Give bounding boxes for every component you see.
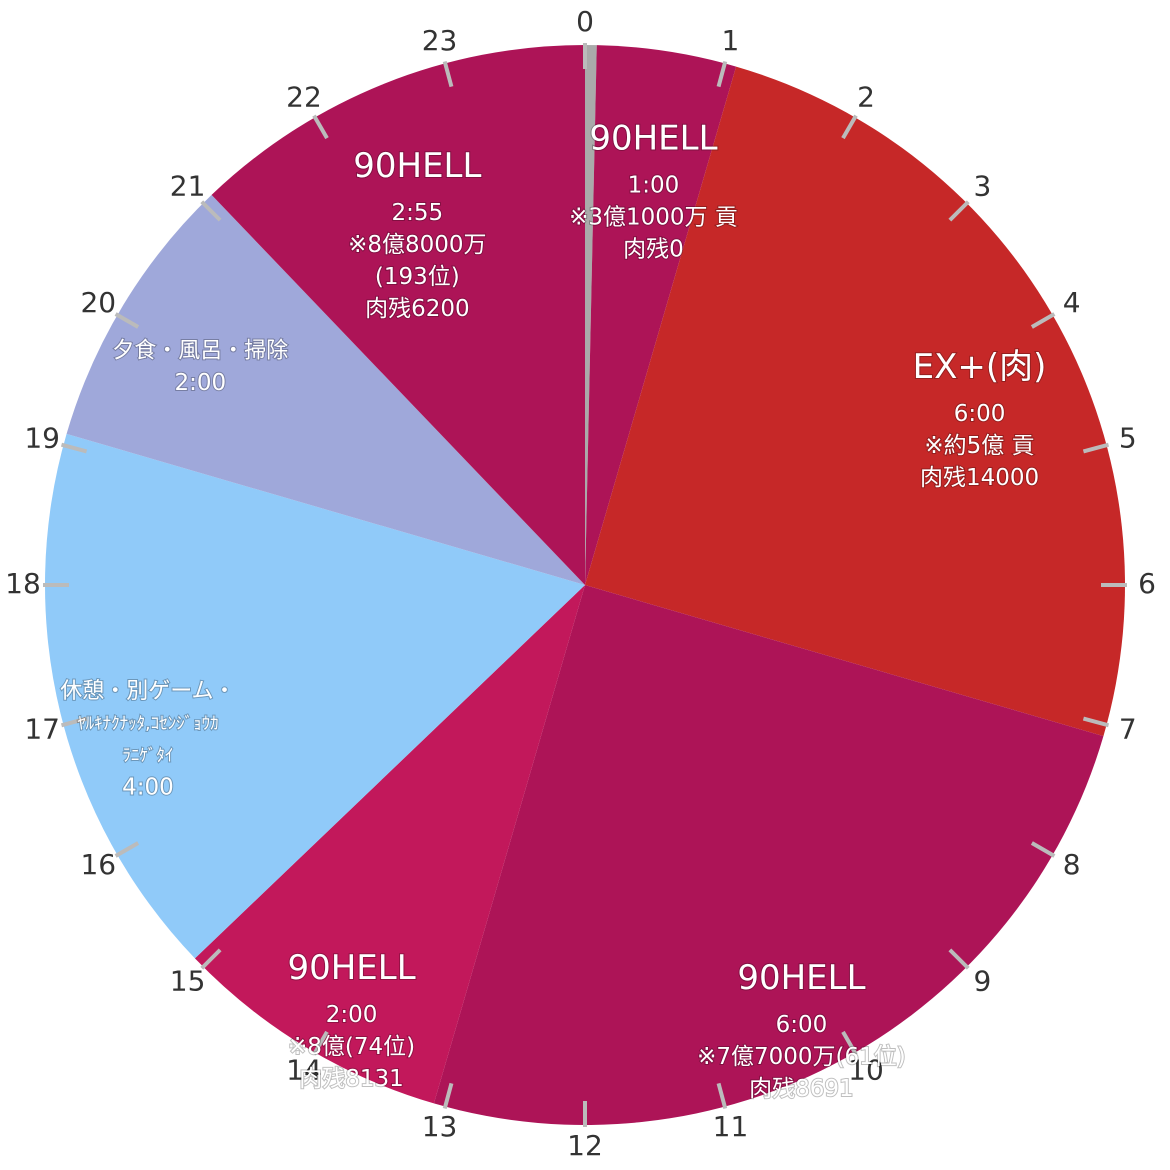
hour-label: 17 — [24, 712, 60, 745]
hour-label: 21 — [170, 170, 206, 203]
slice-note: ※3億1000万 貢 — [569, 205, 738, 231]
hour-tick — [442, 60, 454, 88]
hour-label: 13 — [422, 1110, 458, 1143]
hour-label: 0 — [576, 5, 594, 38]
slice-duration: 2:00 — [174, 370, 226, 396]
hour-tick — [442, 1082, 454, 1110]
slice-name: 90HELL — [287, 948, 415, 988]
hour-label: 9 — [973, 964, 991, 997]
pie-slice — [44, 433, 585, 959]
slice-name: 90HELL — [737, 958, 865, 998]
hour-label: 15 — [170, 964, 206, 997]
slice-name: ﾗﾆｹﾞﾀｲ — [122, 746, 173, 766]
hour-tick — [60, 716, 88, 728]
hour-tick — [841, 1030, 858, 1056]
hour-label: 5 — [1119, 422, 1137, 455]
hour-label: 19 — [24, 422, 60, 455]
slice-name: 休憩・別ゲーム・ — [60, 679, 235, 704]
hour-label: 4 — [1063, 286, 1081, 319]
slice-duration: 2:00 — [326, 1002, 378, 1028]
slice-duration: 1:00 — [628, 173, 680, 199]
hour-tick — [312, 1030, 329, 1056]
slice-note: (193位) — [375, 264, 460, 290]
pie-slice — [585, 45, 597, 585]
hour-label: 6 — [1138, 567, 1156, 600]
hour-tick — [716, 60, 728, 88]
slice-note: ※7億7000万(61位) — [697, 1044, 906, 1070]
slice-duration: 2:55 — [392, 200, 444, 226]
hour-tick — [1082, 442, 1110, 454]
slice-note: 肉残6200 — [365, 296, 470, 322]
hour-tick — [1030, 312, 1056, 329]
hour-tick — [716, 1082, 728, 1110]
slice-note: ※8億8000万 — [348, 232, 486, 258]
hour-tick — [60, 442, 88, 454]
pie-slice — [585, 45, 737, 586]
hour-label: 20 — [80, 286, 116, 319]
slice-name: ﾔﾙｷﾅｸﾅｯﾀ,ｺｾﾝｼﾞｮｳｶ — [77, 714, 218, 734]
hour-tick — [114, 312, 140, 329]
slice-duration: 6:00 — [954, 401, 1006, 427]
hour-tick — [841, 114, 858, 140]
pie-slice — [585, 66, 1125, 737]
slice-name: 90HELL — [589, 119, 717, 159]
hour-label: 22 — [286, 80, 322, 113]
slice-note: 肉残0 — [623, 237, 684, 263]
hour-label: 14 — [286, 1054, 322, 1087]
slice-name: 夕食・風呂・掃除 — [112, 339, 288, 364]
hour-tick — [200, 200, 222, 222]
slice-note: 肉残8131 — [299, 1066, 404, 1092]
hour-label: 3 — [973, 170, 991, 203]
hour-label: 8 — [1063, 848, 1081, 881]
slice-duration: 6:00 — [776, 1012, 828, 1038]
slice-note: 肉残14000 — [920, 465, 1039, 491]
pie-slice — [433, 585, 1104, 1125]
hour-label: 7 — [1119, 712, 1137, 745]
hour-tick — [1082, 716, 1110, 728]
hour-label: 11 — [713, 1110, 749, 1143]
hour-label: 10 — [848, 1054, 884, 1087]
hour-label: 1 — [722, 24, 740, 57]
hour-tick — [312, 114, 329, 140]
pie-slice — [194, 585, 585, 1104]
hour-label: 2 — [857, 80, 875, 113]
hour-label: 18 — [5, 567, 41, 600]
hour-label: 23 — [422, 24, 458, 57]
slice-name: 90HELL — [353, 146, 481, 186]
slice-note: ※約5億 貢 — [924, 433, 1034, 459]
hour-tick — [200, 948, 222, 970]
slice-note: ※8億(74位) — [288, 1034, 415, 1060]
slice-duration: 4:00 — [122, 774, 174, 800]
pie-slice — [66, 194, 586, 585]
hour-tick — [948, 948, 970, 970]
hour-label: 16 — [80, 848, 116, 881]
hour-label: 12 — [567, 1129, 603, 1162]
hour-tick — [114, 841, 140, 858]
slice-name: EX+(肉) — [913, 347, 1047, 387]
slice-note: 肉残8691 — [749, 1076, 854, 1102]
hour-tick — [1030, 841, 1056, 858]
hour-tick — [948, 200, 970, 222]
pie-slice — [211, 45, 585, 585]
